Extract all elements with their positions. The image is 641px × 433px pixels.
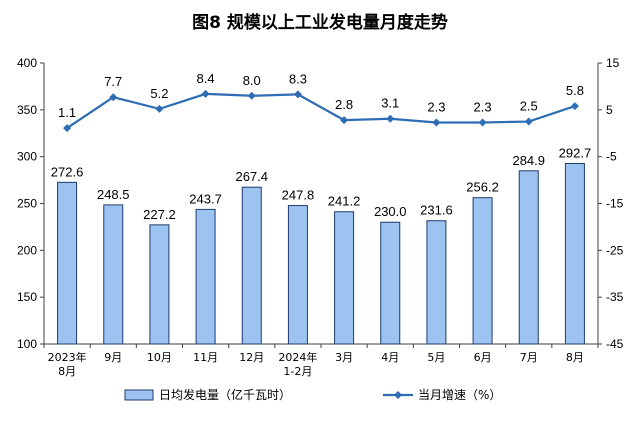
x-tick-label: 7月	[520, 351, 538, 364]
line-value-label: 8.0	[243, 73, 261, 88]
right-tick-label: -15	[606, 197, 624, 211]
x-tick-label: 8月	[58, 365, 76, 378]
line-value-label: 5.8	[566, 83, 584, 98]
bar-value-label: 243.7	[189, 191, 222, 206]
bar	[195, 208, 216, 345]
bar-value-label: 227.2	[143, 207, 176, 222]
bar-data-labels: 272.6 248.5 227.2 243.7 267.4 247.8 241.2 230.0…	[51, 146, 591, 222]
line-point	[293, 90, 302, 99]
line-value-label: 2.3	[474, 99, 492, 114]
bar	[241, 186, 262, 345]
bar	[57, 181, 78, 345]
line-point	[247, 91, 256, 100]
bar	[518, 170, 539, 345]
line-point	[63, 124, 72, 133]
line-point	[155, 104, 164, 113]
x-tick-label: 2024年	[278, 350, 317, 364]
bar-value-label: 230.0	[374, 204, 407, 219]
bar-series	[57, 163, 585, 345]
line-point	[524, 117, 533, 126]
line-value-label: 2.5	[520, 99, 538, 114]
bar	[380, 221, 401, 345]
right-tick-label: 5	[606, 103, 613, 117]
line-value-label: 2.8	[335, 97, 353, 112]
bar-value-label: 272.6	[51, 164, 84, 179]
left-tick-label: 350	[17, 103, 37, 117]
line-point	[340, 116, 349, 125]
x-tick-label: 1-2月	[283, 365, 312, 378]
legend-line-marker	[394, 391, 402, 399]
line-series	[63, 89, 579, 133]
x-tick-label: 5月	[427, 351, 445, 364]
line-value-label: 5.2	[150, 86, 168, 101]
right-tick-label: -35	[606, 290, 624, 304]
line-point	[201, 89, 210, 98]
x-tick-label: 2023年	[48, 350, 87, 364]
line-point	[570, 102, 579, 111]
line-point	[109, 93, 118, 102]
bar	[564, 163, 585, 345]
line-value-label: 8.4	[197, 71, 215, 86]
legend-bar-label: 日均发电量（亿千瓦时）	[159, 387, 291, 402]
line-value-label: 8.3	[289, 71, 307, 86]
left-tick-label: 300	[17, 150, 37, 164]
bar	[287, 205, 308, 345]
bar-value-label: 284.9	[512, 153, 545, 168]
bar-value-label: 248.5	[97, 187, 130, 202]
x-tick-label: 6月	[474, 351, 492, 364]
x-tick-label: 4月	[381, 351, 399, 364]
x-tick-label: 11月	[193, 351, 218, 364]
legend: 日均发电量（亿千瓦时） 当月增速（%）	[124, 387, 501, 402]
bar	[426, 220, 447, 345]
axes: 100 150 200 250 300 350 400 -45 -35 -25 -15 -5 5 15 20…	[17, 56, 624, 378]
x-tick-label: 8月	[566, 351, 584, 364]
left-tick-label: 400	[17, 56, 37, 70]
line-data-labels: 1.1 7.7 5.2 8.4 8.0 8.3 2.8 3.1 2.3 2.3 2.5 5.8	[58, 71, 584, 120]
line-value-label: 2.3	[427, 99, 445, 114]
x-tick-label: 3月	[335, 351, 353, 364]
line-point	[478, 118, 487, 127]
right-tick-label: -45	[606, 337, 624, 351]
chart-title: 图8 规模以上工业发电量月度走势	[192, 12, 448, 33]
line-point	[432, 118, 441, 127]
bar	[149, 224, 170, 345]
x-tick-label: 9月	[104, 351, 122, 364]
x-tick-label: 12月	[239, 351, 264, 364]
bar-value-label: 292.7	[559, 146, 592, 161]
growth-line	[66, 92, 576, 130]
bar-value-label: 231.6	[420, 203, 453, 218]
bar	[103, 204, 124, 345]
right-tick-label: -5	[606, 150, 617, 164]
legend-bar-swatch	[124, 389, 154, 401]
left-tick-label: 200	[17, 243, 37, 257]
bar	[472, 197, 493, 345]
right-tick-label: 15	[606, 56, 620, 70]
bar-value-label: 256.2	[466, 180, 499, 195]
right-tick-label: -25	[606, 243, 624, 257]
line-point	[386, 114, 395, 123]
legend-line-label: 当月增速（%）	[418, 388, 501, 402]
line-value-label: 1.1	[58, 105, 76, 120]
bar-value-label: 247.8	[282, 188, 315, 203]
line-value-label: 7.7	[104, 74, 122, 89]
bar	[334, 211, 355, 345]
bar-value-label: 241.2	[328, 194, 361, 209]
line-value-label: 3.1	[381, 96, 399, 111]
left-tick-label: 100	[17, 337, 37, 351]
x-tick-label: 10月	[147, 351, 172, 364]
left-tick-label: 150	[17, 290, 37, 304]
bar-value-label: 267.4	[235, 169, 268, 184]
left-tick-label: 250	[17, 197, 37, 211]
